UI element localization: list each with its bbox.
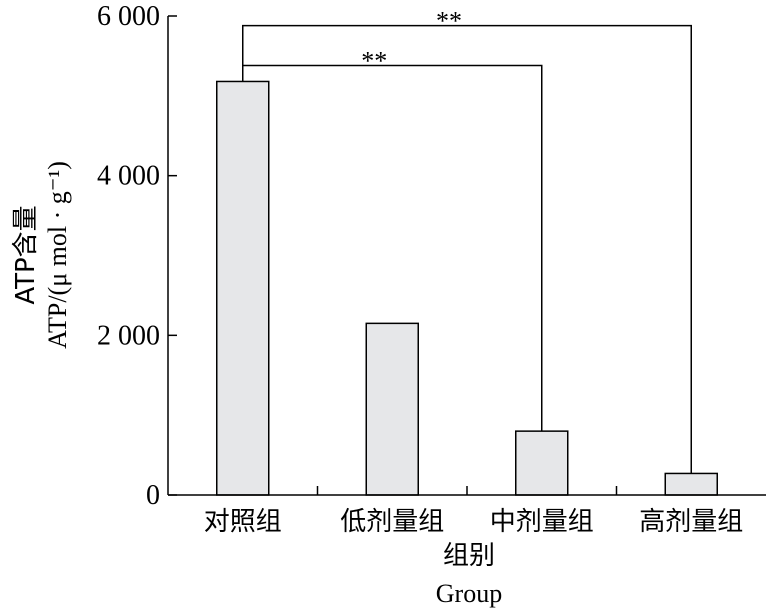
bar-1 bbox=[216, 80, 270, 496]
x-tick-label-2: 低剂量组 bbox=[340, 507, 444, 537]
y-tick-label-1: 2 000 bbox=[97, 320, 160, 351]
x-tick-label-1: 对照组 bbox=[204, 507, 282, 537]
significance-brackets: ** ** bbox=[242, 7, 692, 474]
bar-2 bbox=[365, 322, 419, 496]
x-tick-label-3: 中剂量组 bbox=[490, 507, 594, 537]
y-tick-label-3: 6 000 bbox=[97, 1, 160, 32]
significance-bracket-2 bbox=[242, 24, 692, 474]
x-axis-title-en: Group bbox=[436, 579, 502, 608]
significance-label-2: ** bbox=[436, 7, 462, 36]
x-tick-label-4: 高剂量组 bbox=[639, 507, 743, 537]
bars-group bbox=[216, 80, 718, 496]
significance-label-1: ** bbox=[361, 46, 387, 75]
y-axis-title-cn: ATP含量 bbox=[11, 205, 41, 304]
y-axis-title-en: ATP/(μ mol · g⁻¹) bbox=[43, 161, 72, 349]
labels-group: 0 2 000 4 000 6 000 对照组 低剂量组 中剂量组 高剂量组 bbox=[97, 1, 743, 537]
axes-group bbox=[167, 15, 766, 496]
bar-3 bbox=[515, 430, 569, 496]
y-tick-label-2: 4 000 bbox=[97, 161, 160, 192]
x-axis-title-cn: 组别 bbox=[443, 541, 495, 571]
bar-4 bbox=[664, 472, 718, 496]
y-tick-label-0: 0 bbox=[146, 480, 160, 511]
